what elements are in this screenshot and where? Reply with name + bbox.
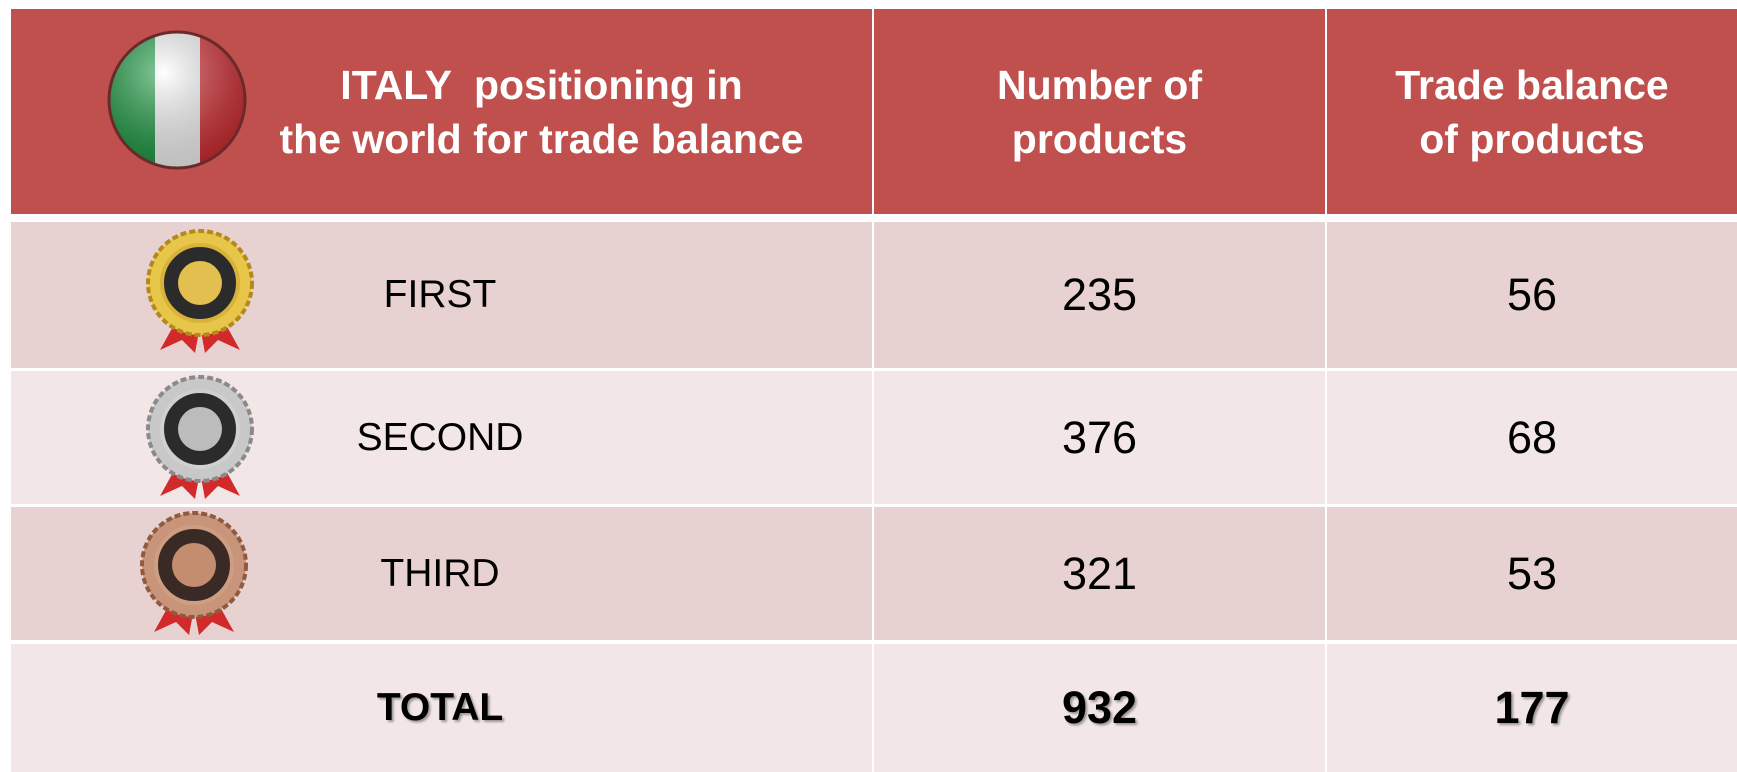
row-cell	[874, 371, 1325, 504]
row-cell	[874, 507, 1325, 640]
rank-label: SECOND	[356, 415, 524, 459]
product-count: 376	[1061, 411, 1138, 463]
header-line: the world for trade balance	[279, 115, 804, 162]
total-label: TOTAL	[376, 686, 504, 729]
header-cell: ITALY positioning in the world for trade…	[11, 9, 872, 214]
row-cell	[1327, 644, 1737, 772]
trade-balance: 68	[1506, 411, 1558, 463]
product-count: 235	[1061, 269, 1138, 320]
row-cell	[1327, 222, 1737, 368]
header-line: Trade balance	[1395, 61, 1669, 108]
header-line: products	[1011, 115, 1188, 162]
silver-medal	[146, 375, 254, 499]
header-cell: Trade balance of products	[1327, 9, 1737, 214]
rank-label: FIRST	[383, 273, 497, 316]
product-count: 321	[1061, 547, 1138, 599]
total-count: 932	[1061, 682, 1138, 733]
trade-balance: 56	[1506, 269, 1558, 320]
row-cell	[1327, 507, 1737, 640]
gold-medal	[146, 229, 254, 353]
row-cell	[1327, 371, 1737, 504]
header-cell: Number of products	[874, 9, 1325, 214]
italy-flag	[107, 30, 247, 170]
trade-balance: 53	[1506, 547, 1558, 599]
row-cell	[874, 222, 1325, 368]
header-line: ITALY positioning in	[340, 61, 743, 108]
row-cell	[11, 644, 872, 772]
header-line: Number of	[997, 61, 1202, 108]
bronze-medal	[140, 511, 248, 635]
header-line: of products	[1419, 115, 1645, 162]
rank-label: THIRD	[380, 551, 500, 595]
row-cell	[874, 644, 1325, 772]
total-balance: 177	[1494, 682, 1570, 733]
